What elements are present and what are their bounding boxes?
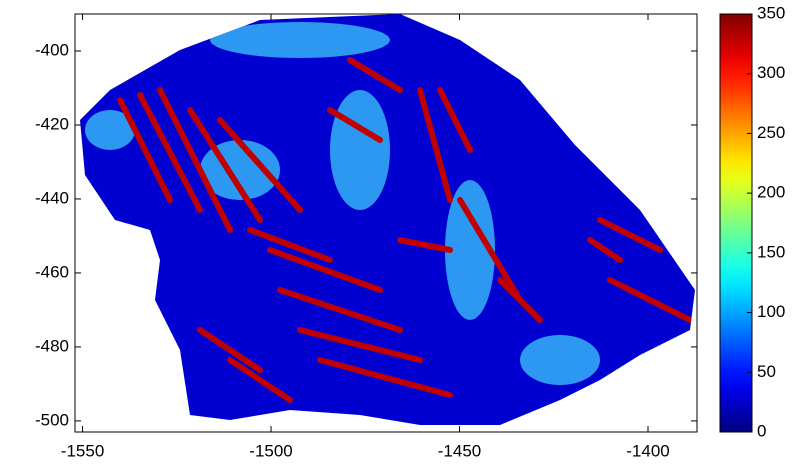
- y-tick-label: -440: [35, 188, 69, 207]
- colorbar-tick-label: 300: [757, 63, 785, 82]
- colorbar: [720, 14, 752, 432]
- x-tick-label: -1450: [438, 441, 481, 460]
- colorbar-tick-label: 150: [757, 242, 785, 261]
- y-tick-label: -480: [35, 336, 69, 355]
- chart: -1550 -1500 -1450 -1400 -400 -420 -440 -460 -480…: [0, 0, 806, 467]
- colorbar-tick-label: 0: [757, 421, 766, 440]
- colorbar-tick-label: 250: [757, 123, 785, 142]
- y-tick-label: -500: [35, 410, 69, 429]
- x-tick-label: -1500: [249, 441, 292, 460]
- colorbar-tick-label: 100: [757, 302, 785, 321]
- y-tick-label: -420: [35, 114, 69, 133]
- x-tick-label: -1550: [61, 441, 104, 460]
- colorbar-tick-label: 200: [757, 183, 785, 202]
- y-tick-label: -460: [35, 262, 69, 281]
- y-tick-label: -400: [35, 40, 69, 59]
- colorbar-tick-label: 350: [757, 3, 785, 22]
- colorbar-tick-label: 50: [757, 362, 776, 381]
- x-tick-label: -1400: [626, 441, 669, 460]
